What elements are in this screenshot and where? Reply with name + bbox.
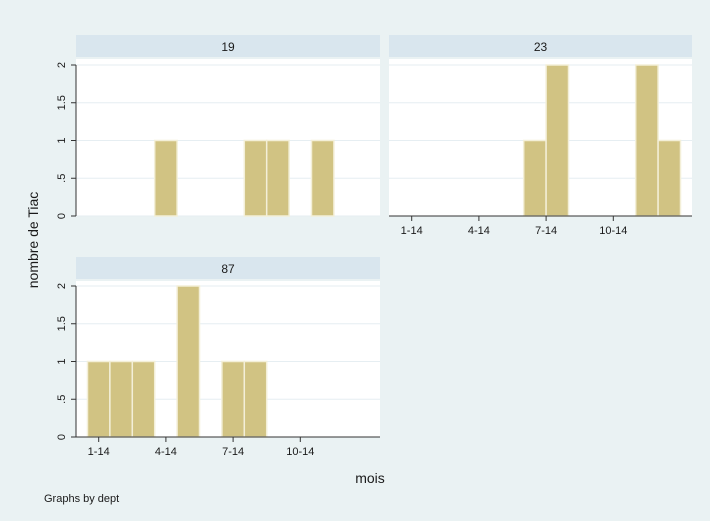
bar [153, 139, 178, 217]
y-axis-title: nombre de Tiac [25, 192, 41, 289]
bar [634, 64, 659, 217]
panel-title: 19 [221, 40, 235, 54]
x-tick-label: 10-14 [599, 225, 627, 237]
y-tick-label: 2 [56, 62, 68, 68]
x-tick-label: 4-14 [155, 446, 177, 458]
x-tick-label: 1-14 [401, 225, 423, 237]
panel-title: 23 [534, 40, 548, 54]
bar [131, 360, 156, 438]
y-tick-label: 1 [56, 137, 68, 143]
bar [176, 285, 201, 438]
panel-title: 87 [221, 262, 235, 276]
y-tick-label: .5 [56, 395, 68, 404]
x-tick-label: 7-14 [535, 225, 557, 237]
bar [265, 139, 290, 217]
x-tick-label: 4-14 [468, 225, 490, 237]
graphs-by-note: Graphs by dept [44, 493, 119, 505]
y-tick-label: .5 [56, 174, 68, 183]
x-tick-label: 10-14 [286, 446, 314, 458]
y-tick-label: 2 [56, 283, 68, 289]
y-tick-label: 0 [56, 434, 68, 440]
bar [310, 139, 335, 217]
panel-header [76, 257, 380, 279]
x-tick-label: 7-14 [222, 446, 244, 458]
panel-header [389, 35, 692, 57]
bar [243, 139, 268, 217]
bar [522, 139, 547, 217]
y-tick-label: 1 [56, 358, 68, 364]
y-tick-label: 1.5 [56, 95, 68, 110]
bar [657, 139, 682, 217]
y-tick-label: 1.5 [56, 316, 68, 331]
bar [545, 64, 570, 217]
y-tick-label: 0 [56, 213, 68, 219]
panel-23: 23 1-14 4-14 7-14 10-14 [389, 35, 692, 237]
panel-19: 19 0 .5 1 1.5 2 [56, 35, 380, 219]
bar [221, 360, 246, 438]
x-axis-title: mois [355, 470, 385, 486]
panel-87: 87 0 .5 1 1.5 2 1-14 4-14 7-14 10-14 [56, 257, 380, 458]
x-tick-label: 1-14 [88, 446, 110, 458]
bar [243, 360, 268, 438]
bar [109, 360, 134, 438]
panel-header [76, 35, 380, 57]
bar [86, 360, 111, 438]
